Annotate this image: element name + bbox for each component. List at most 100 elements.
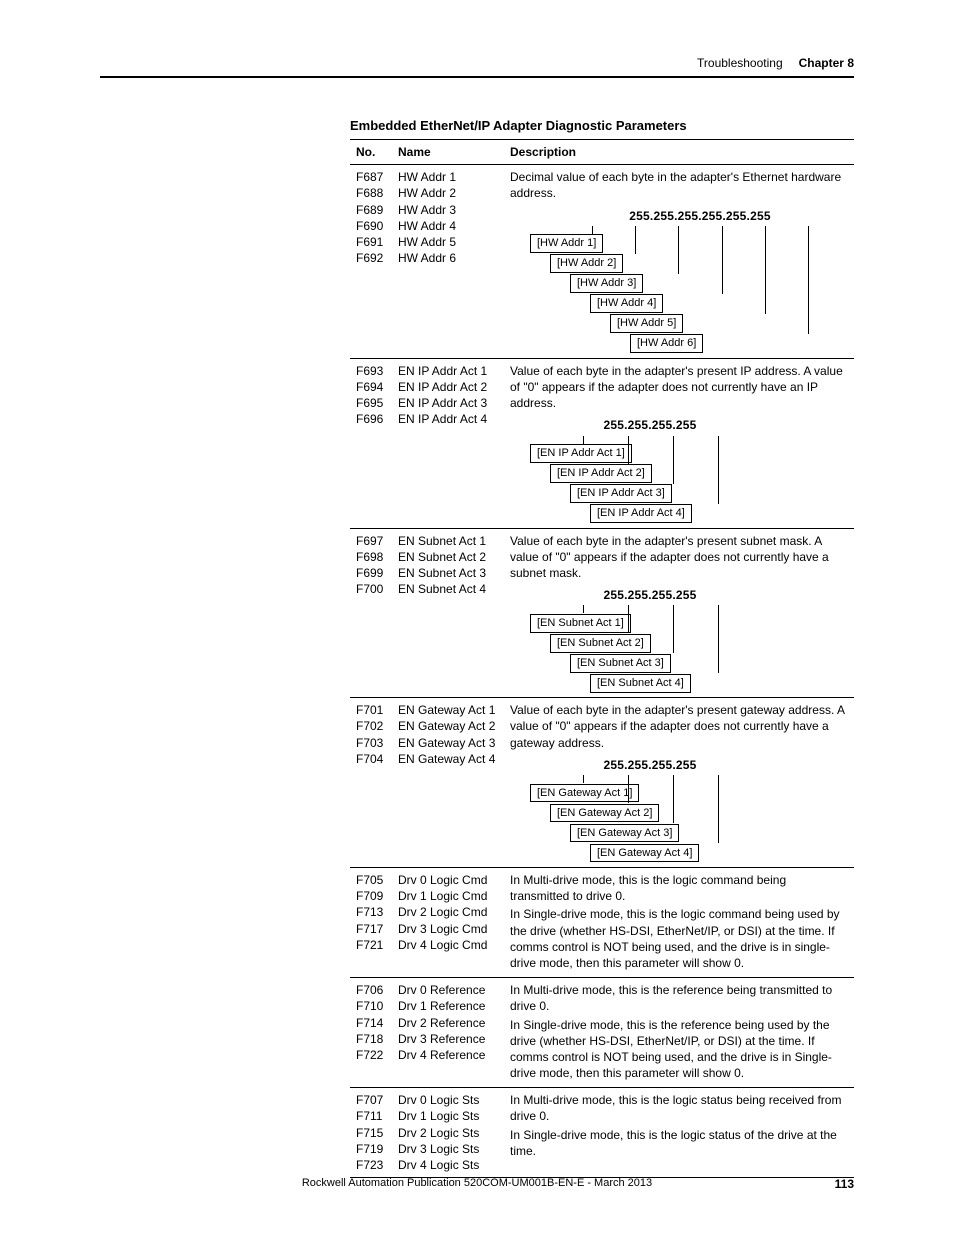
param-name: EN Subnet Act 2	[398, 549, 498, 565]
param-name: Drv 4 Logic Sts	[398, 1157, 498, 1173]
col-header-name: Name	[392, 140, 504, 165]
cell-desc: In Multi-drive mode, this is the logic c…	[504, 868, 854, 978]
param-name: Drv 0 Reference	[398, 982, 498, 998]
ip-header: 255.255.255.255	[560, 757, 740, 773]
param-name: Drv 2 Logic Sts	[398, 1125, 498, 1141]
cell-no: F706F710F714F718F722	[350, 978, 392, 1088]
param-no: F709	[356, 888, 386, 904]
param-desc: Value of each byte in the adapter's pres…	[510, 702, 848, 751]
param-desc: In Single-drive mode, this is the refere…	[510, 1017, 848, 1082]
cell-name: Drv 0 ReferenceDrv 1 ReferenceDrv 2 Refe…	[392, 978, 504, 1088]
param-no: F714	[356, 1015, 386, 1031]
cell-name: EN Gateway Act 1EN Gateway Act 2EN Gatew…	[392, 698, 504, 868]
ip-header: 255.255.255.255	[560, 417, 740, 433]
col-header-desc: Description	[504, 140, 854, 165]
footer-publication: Rockwell Automation Publication 520COM-U…	[302, 1177, 652, 1189]
running-header: Troubleshooting Chapter 8	[100, 56, 854, 76]
param-no: F697	[356, 533, 386, 549]
param-no: F715	[356, 1125, 386, 1141]
param-no: F700	[356, 581, 386, 597]
param-name: EN IP Addr Act 2	[398, 379, 498, 395]
ip-leaf-label: [HW Addr 1]	[530, 234, 603, 253]
param-no: F690	[356, 218, 386, 234]
param-name: EN IP Addr Act 4	[398, 411, 498, 427]
cell-name: EN Subnet Act 1EN Subnet Act 2EN Subnet …	[392, 528, 504, 698]
ip-header: 255.255.255.255	[560, 587, 740, 603]
param-name: Drv 3 Reference	[398, 1031, 498, 1047]
cell-no: F705F709F713F717F721	[350, 868, 392, 978]
ip-leaf-label: [EN Gateway Act 3]	[570, 824, 679, 843]
param-desc: In Multi-drive mode, this is the logic s…	[510, 1092, 848, 1124]
param-name: Drv 3 Logic Cmd	[398, 921, 498, 937]
ip-leaf-label: [EN Subnet Act 3]	[570, 654, 671, 673]
param-no: F721	[356, 937, 386, 953]
param-name: EN Subnet Act 3	[398, 565, 498, 581]
page-footer: Rockwell Automation Publication 520COM-U…	[0, 1177, 954, 1189]
param-no: F689	[356, 202, 386, 218]
param-name: Drv 1 Logic Cmd	[398, 888, 498, 904]
param-name: Drv 2 Logic Cmd	[398, 904, 498, 920]
param-name: HW Addr 5	[398, 234, 498, 250]
ip-leaf-label: [HW Addr 3]	[570, 274, 643, 293]
param-name: Drv 4 Reference	[398, 1047, 498, 1063]
cell-no: F693F694F695F696	[350, 358, 392, 528]
header-rule	[100, 76, 854, 78]
cell-no: F687F688F689F690F691F692	[350, 165, 392, 359]
param-no: F692	[356, 250, 386, 266]
param-no: F694	[356, 379, 386, 395]
param-desc: In Single-drive mode, this is the logic …	[510, 906, 848, 971]
param-no: F723	[356, 1157, 386, 1173]
param-no: F722	[356, 1047, 386, 1063]
ip-leaf-label: [HW Addr 6]	[630, 334, 703, 353]
ip-header: 255.255.255.255.255.255	[570, 208, 830, 224]
param-no: F719	[356, 1141, 386, 1157]
param-no: F687	[356, 169, 386, 185]
param-name: EN Subnet Act 1	[398, 533, 498, 549]
param-no: F717	[356, 921, 386, 937]
param-no: F698	[356, 549, 386, 565]
param-desc: In Single-drive mode, this is the logic …	[510, 1127, 848, 1159]
ip-leaf-label: [HW Addr 5]	[610, 314, 683, 333]
col-header-no: No.	[350, 140, 392, 165]
param-no: F710	[356, 998, 386, 1014]
ip-leaf-label: [HW Addr 4]	[590, 294, 663, 313]
ip-leaf-label: [EN Gateway Act 4]	[590, 844, 699, 863]
cell-desc: Value of each byte in the adapter's pres…	[504, 698, 854, 868]
param-no: F701	[356, 702, 386, 718]
param-no: F695	[356, 395, 386, 411]
param-no: F702	[356, 718, 386, 734]
cell-name: HW Addr 1HW Addr 2HW Addr 3HW Addr 4HW A…	[392, 165, 504, 359]
param-no: F705	[356, 872, 386, 888]
param-no: F704	[356, 751, 386, 767]
param-no: F707	[356, 1092, 386, 1108]
ip-leaf-label: [EN Subnet Act 2]	[550, 634, 651, 653]
cell-desc: In Multi-drive mode, this is the referen…	[504, 978, 854, 1088]
param-desc: Value of each byte in the adapter's pres…	[510, 533, 848, 582]
param-name: EN IP Addr Act 1	[398, 363, 498, 379]
cell-desc: Value of each byte in the adapter's pres…	[504, 358, 854, 528]
param-name: Drv 4 Logic Cmd	[398, 937, 498, 953]
param-name: HW Addr 2	[398, 185, 498, 201]
param-name: HW Addr 4	[398, 218, 498, 234]
param-no: F713	[356, 904, 386, 920]
cell-no: F707F711F715F719F723	[350, 1088, 392, 1178]
param-no: F691	[356, 234, 386, 250]
param-name: EN Gateway Act 3	[398, 735, 498, 751]
param-name: EN Gateway Act 2	[398, 718, 498, 734]
param-no: F693	[356, 363, 386, 379]
param-no: F699	[356, 565, 386, 581]
table-title: Embedded EtherNet/IP Adapter Diagnostic …	[350, 118, 854, 133]
ip-leaf-label: [EN Subnet Act 1]	[530, 614, 631, 633]
param-name: Drv 0 Logic Cmd	[398, 872, 498, 888]
param-name: Drv 3 Logic Sts	[398, 1141, 498, 1157]
param-no: F718	[356, 1031, 386, 1047]
param-name: HW Addr 6	[398, 250, 498, 266]
param-name: EN Gateway Act 1	[398, 702, 498, 718]
param-name: EN Subnet Act 4	[398, 581, 498, 597]
cell-name: Drv 0 Logic CmdDrv 1 Logic CmdDrv 2 Logi…	[392, 868, 504, 978]
header-chapter: Chapter 8	[799, 56, 854, 70]
param-name: Drv 1 Logic Sts	[398, 1108, 498, 1124]
param-no: F706	[356, 982, 386, 998]
parameter-table: No. Name Description F687F688F689F690F69…	[350, 139, 854, 1178]
header-section: Troubleshooting	[697, 56, 783, 70]
